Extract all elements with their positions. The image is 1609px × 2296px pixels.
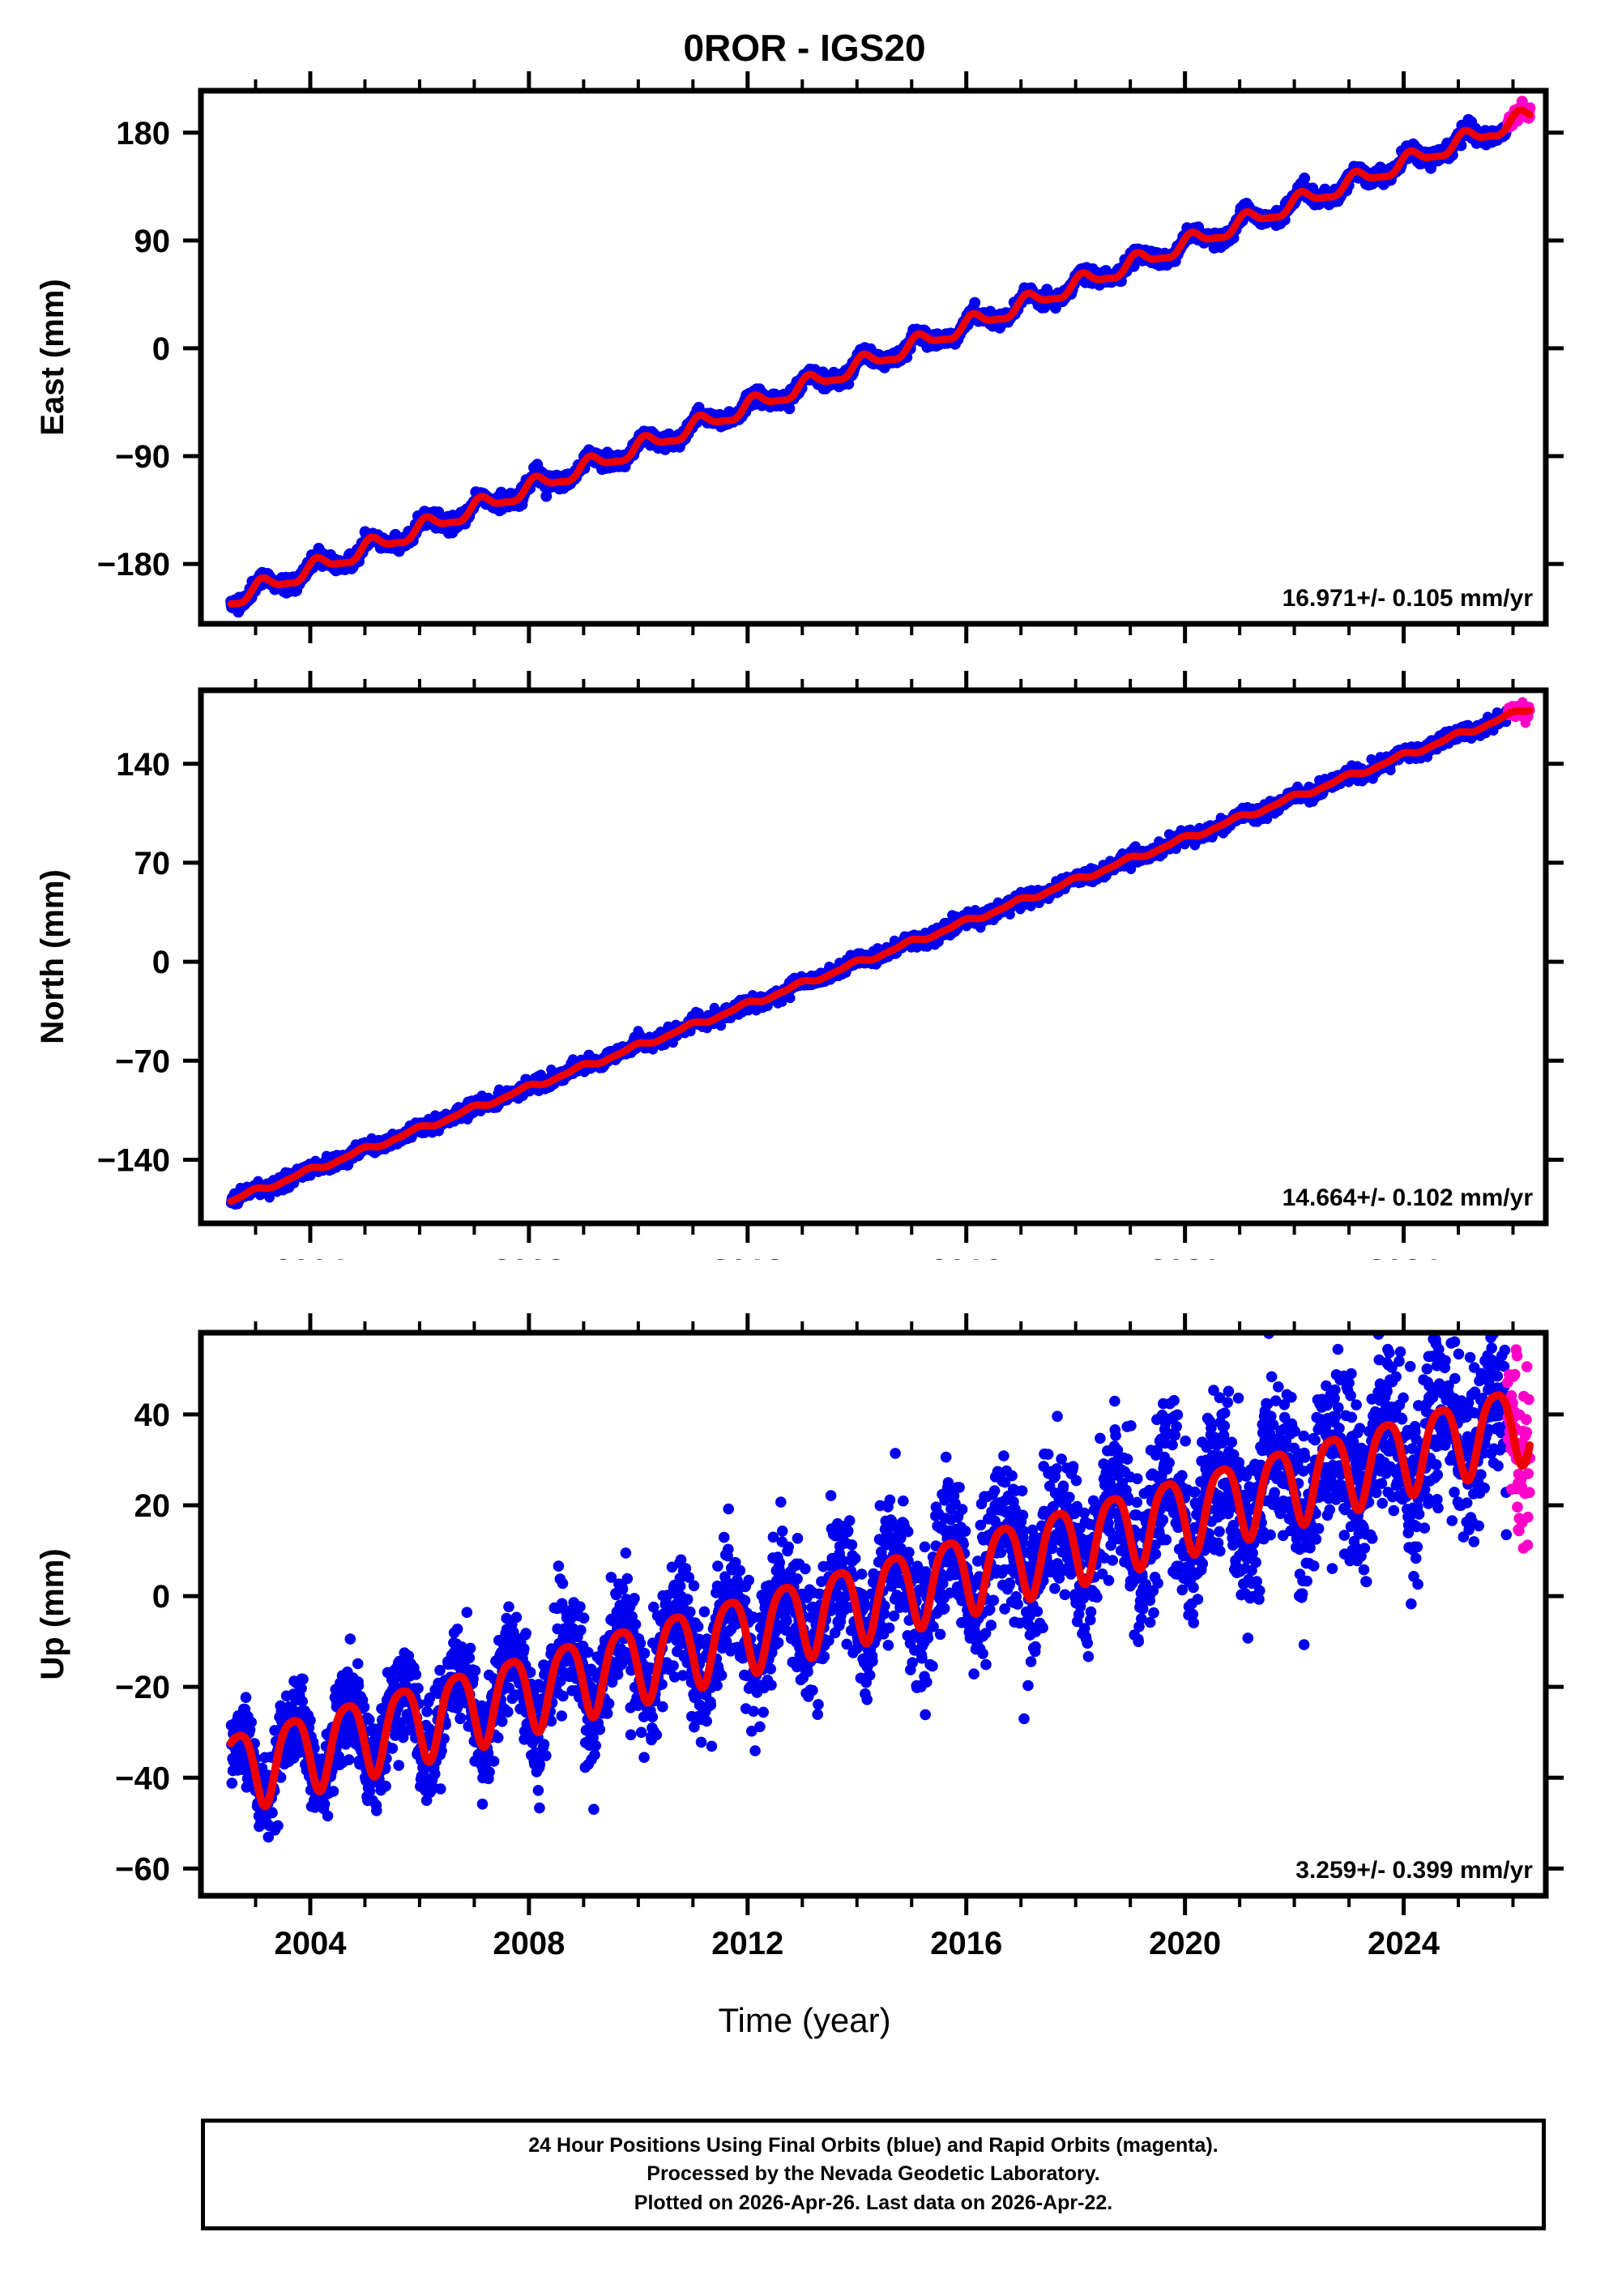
caption-line-3: Plotted on 2026-Apr-26. Last data on 202… [634,2191,1113,2214]
y-tick-label: −40 [115,1760,170,1796]
caption-box: 24 Hour Positions Using Final Orbits (bl… [201,2119,1546,2230]
panel-up: 40 20 0 −20 −40 −60 2004 2008 2012 2016 2020 2024 Up… [0,1260,1609,2001]
y-tick-label: −180 [97,547,170,583]
rate-annotation: 14.664+/- 0.102 mm/yr [1283,1184,1534,1211]
plot-frame [198,687,1549,1227]
plot-frame [198,1329,1549,1899]
caption-line-2: Processed by the Nevada Geodetic Laborat… [647,2162,1100,2186]
plot-frame [198,87,1549,627]
final-orbits-scatter [225,113,1513,618]
x-tick-label: 2012 [711,1926,783,1961]
x-tick-label: 2004 [274,1926,347,1961]
y-tick-label: 140 [116,747,170,783]
y-tick-label: −70 [115,1043,170,1079]
y-axis-title: Up (mm) [35,1548,70,1679]
x-tick-label: 2008 [493,1926,565,1961]
rate-annotation: 3.259+/- 0.399 mm/yr [1295,1857,1533,1884]
x-tick-label: 2020 [1149,1926,1221,1961]
x-tick-label: 2008 [493,1253,565,1260]
x-tick-label: 2012 [711,1253,783,1260]
rate-annotation: 16.971+/- 0.105 mm/yr [1283,585,1534,612]
chart-up: 40 20 0 −20 −40 −60 2004 2008 2012 2016 2020 2024 Up… [35,1313,1564,1961]
page-title: 0ROR - IGS20 [683,27,926,69]
x-tick-label: 2016 [930,1926,1002,1961]
y-axis-title: East (mm) [35,279,70,435]
x-tick-label: 2024 [1368,1926,1440,1961]
chart-north: 140 70 0 −70 −140 2004 2008 2012 2016 2020 2024 Nor… [35,671,1564,1260]
x-tick-label: 2020 [1149,1253,1221,1260]
y-tick-label: 0 [152,1579,170,1615]
model-fit-line [227,1391,1534,1811]
y-tick-label: −60 [115,1851,170,1887]
y-tick-label: 70 [134,846,171,881]
y-tick-label: −90 [115,439,170,475]
y-tick-label: 20 [134,1488,171,1524]
y-axis-title: North (mm) [35,869,70,1044]
x-tick-label: 2004 [274,1253,347,1260]
y-tick-label: 0 [152,331,170,367]
x-tick-label: 2016 [930,1253,1002,1260]
y-tick-label: 40 [134,1398,171,1433]
final-orbits-scatter [225,1333,1513,1843]
panel-east: 180900−90−180200420082012201620202024Eas… [0,49,1609,652]
chart-east: 180900−90−180200420082012201620202024Eas… [35,71,1564,643]
y-tick-label: 90 [134,224,171,259]
y-tick-label: −20 [115,1670,170,1705]
x-axis-title: Time (year) [718,2001,891,2039]
model-fit-line [227,706,1534,1206]
y-tick-label: 180 [116,116,170,152]
x-tick-label: 2024 [1368,1253,1440,1260]
y-tick-label: 0 [152,945,170,980]
caption-line-1: 24 Hour Positions Using Final Orbits (bl… [528,2133,1218,2157]
y-tick-label: −140 [97,1142,170,1178]
panel-north: 140 70 0 −70 −140 2004 2008 2012 2016 2020 2024 Nor… [0,652,1609,1260]
model-fit-line [227,106,1534,608]
